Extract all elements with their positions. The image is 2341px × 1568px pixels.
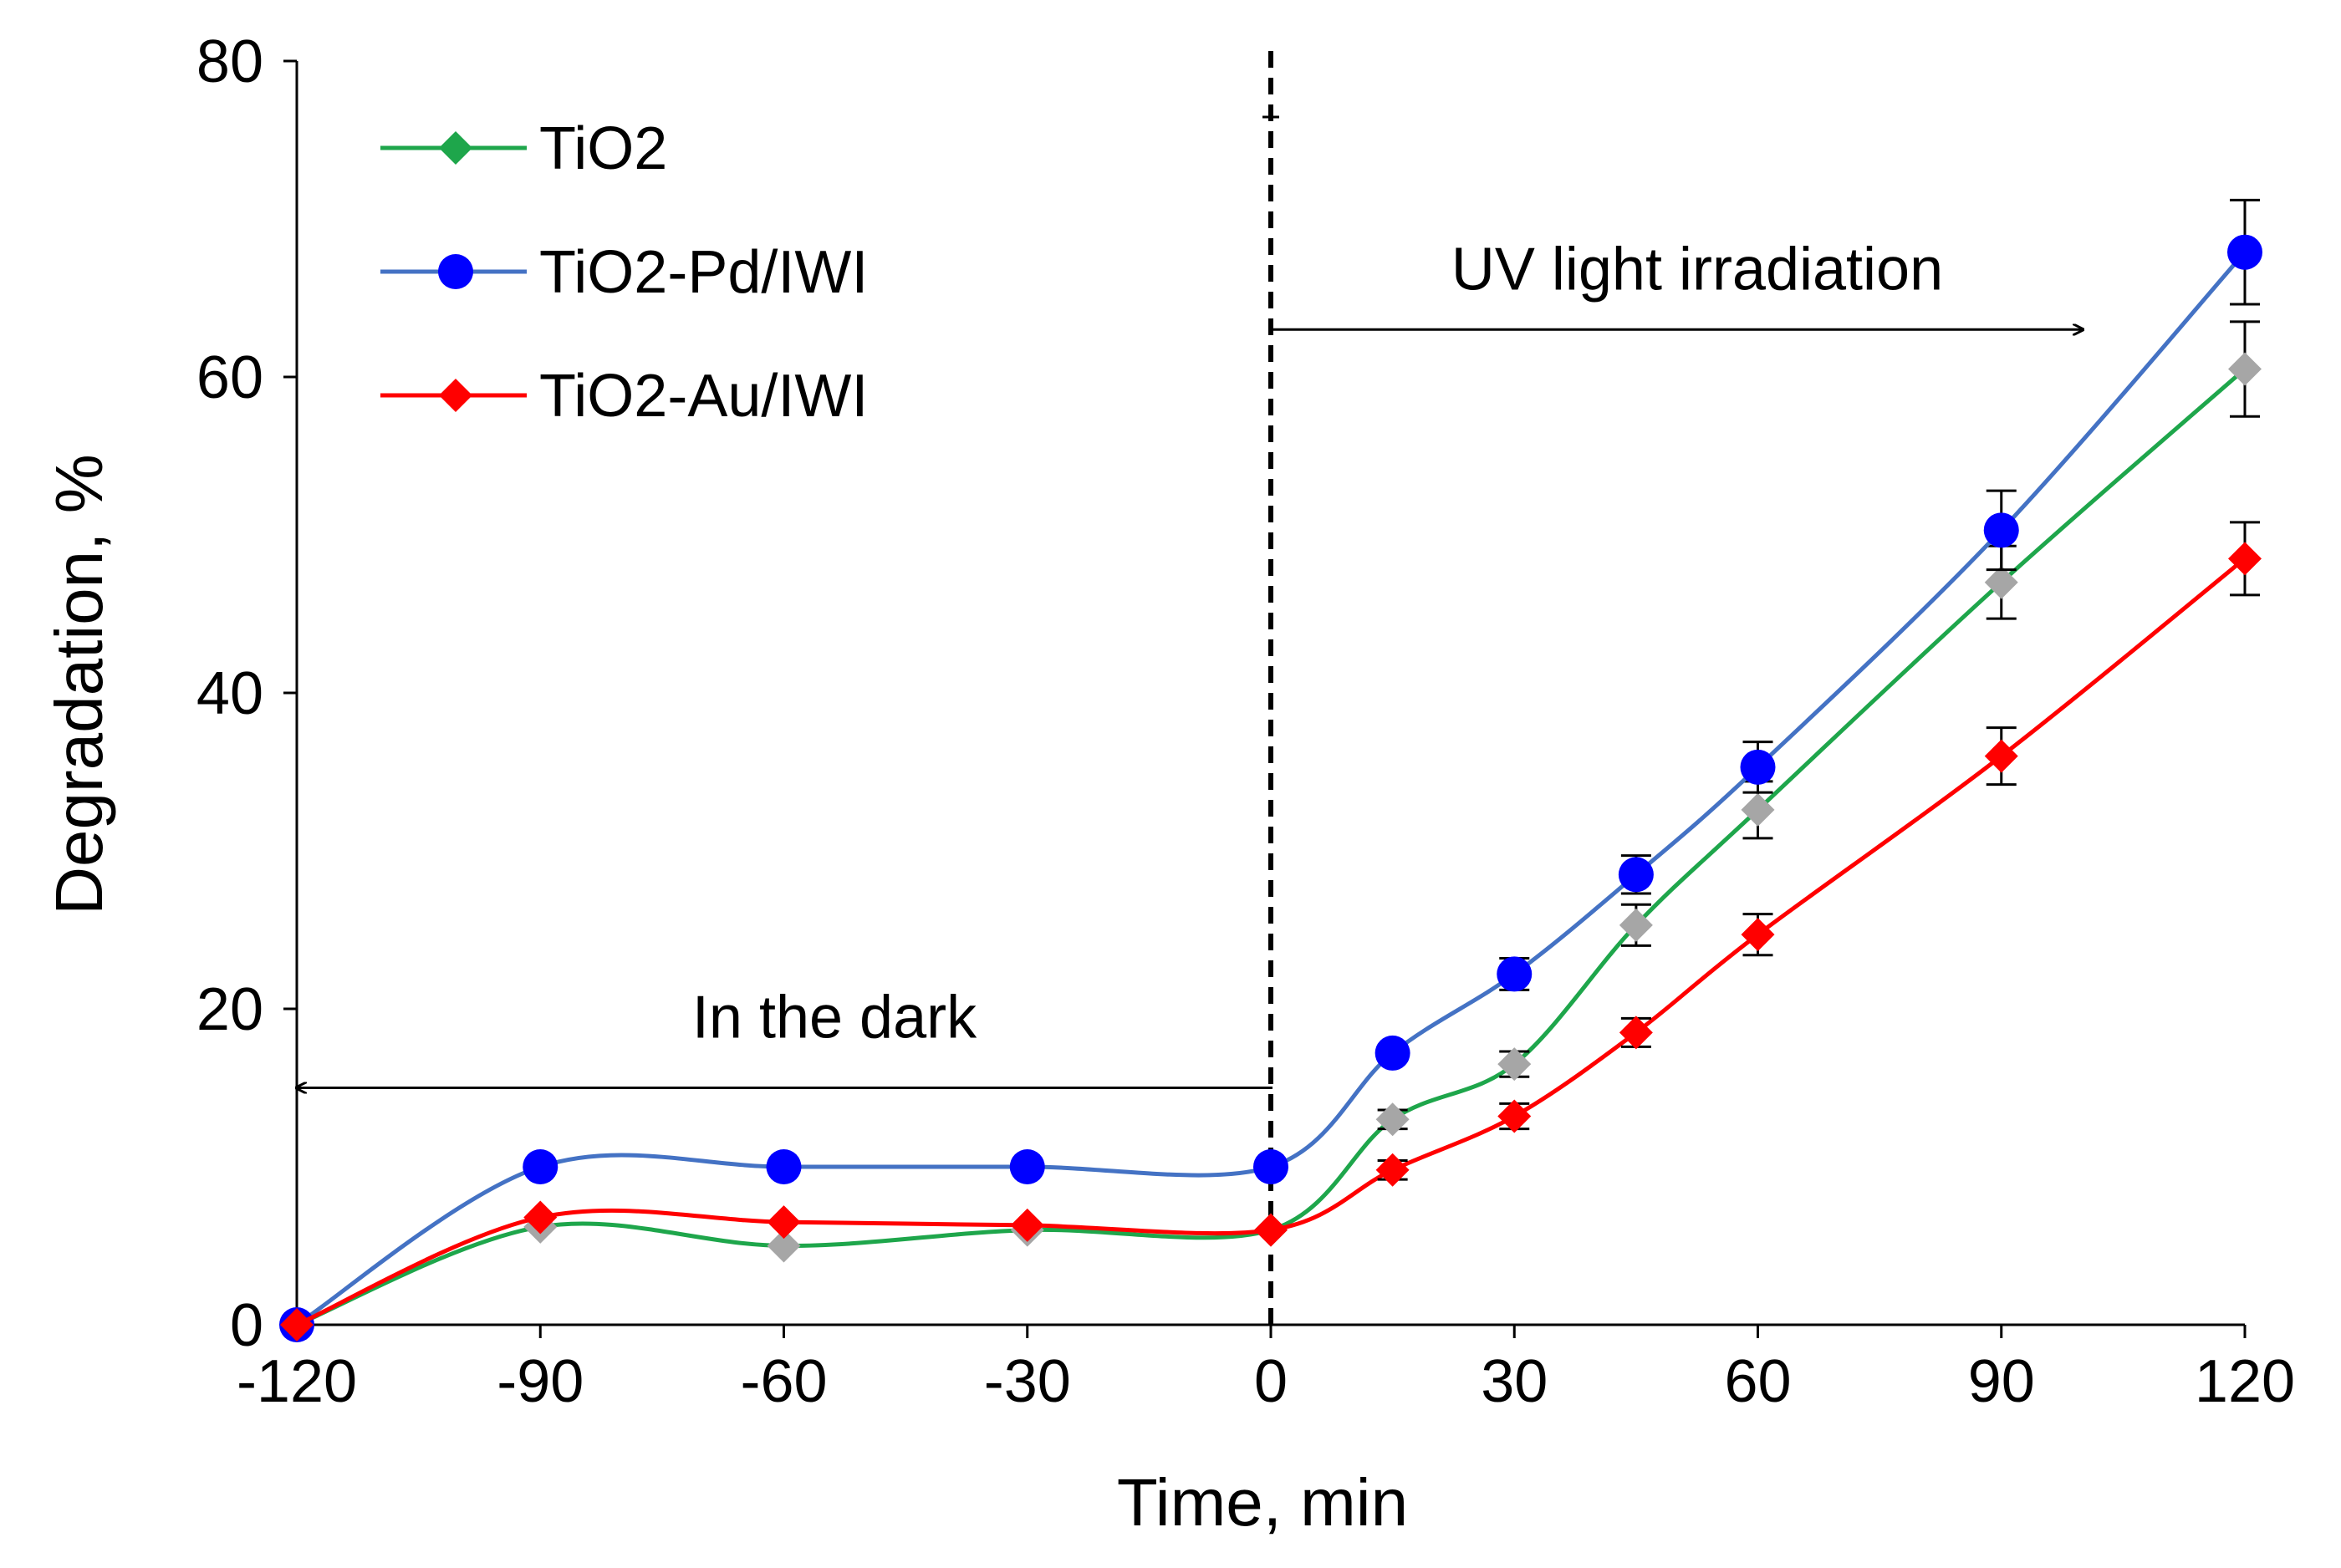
data-point <box>1497 1047 1532 1082</box>
x-tick-label: -30 <box>984 1348 1071 1415</box>
data-point <box>1740 749 1776 785</box>
data-point <box>2227 234 2262 270</box>
x-tick-label: -60 <box>740 1348 827 1415</box>
data-point <box>1983 512 2019 548</box>
data-point <box>1010 1208 1044 1242</box>
data-point <box>1619 908 1653 942</box>
annotation-label: UV light irradiation <box>1451 236 1943 303</box>
y-axis-title: Degradation, % <box>42 454 116 914</box>
series-line-tio2-au-iwi <box>295 557 2247 1327</box>
data-point <box>2228 352 2262 386</box>
data-point <box>1984 565 2018 599</box>
data-point <box>523 1200 558 1235</box>
legend-item-tio2-au-iwi: TiO2-Au/IWI <box>380 363 868 430</box>
x-tick-label: 0 <box>1254 1348 1288 1415</box>
x-tick-label: -90 <box>497 1348 584 1415</box>
data-point <box>1497 956 1533 992</box>
data-point <box>2228 542 2262 576</box>
x-axis-title: Time, min <box>1117 1465 1408 1540</box>
x-tick-label: -120 <box>237 1348 357 1415</box>
data-point <box>1497 1099 1532 1133</box>
data-point <box>767 1229 801 1263</box>
legend-item-tio2-pd-iwi: TiO2-Pd/IWI <box>380 239 868 306</box>
data-point <box>523 1149 558 1184</box>
data-point <box>280 1308 314 1341</box>
data-point <box>1254 1213 1288 1247</box>
x-tick-label: 60 <box>1724 1348 1791 1415</box>
series-tio2-au-iwi <box>280 521 2262 1341</box>
y-tick-label: 0 <box>230 1292 263 1359</box>
data-point <box>766 1149 802 1184</box>
x-tick-label: 120 <box>2195 1348 2295 1415</box>
y-tick-label: 60 <box>196 344 263 411</box>
data-point <box>1375 1102 1410 1137</box>
x-tick-label: 90 <box>1968 1348 2035 1415</box>
annotation-label: In the dark <box>692 985 977 1051</box>
legend-marker <box>439 131 472 165</box>
data-point <box>1009 1149 1045 1184</box>
series-tio2-pd-iwi <box>279 198 2262 1342</box>
legend-label: TiO2 <box>539 115 667 182</box>
legend-item-tio2: TiO2 <box>380 115 667 182</box>
legend-marker <box>438 254 473 289</box>
data-point <box>1741 918 1775 952</box>
legend-label: TiO2-Pd/IWI <box>539 239 868 306</box>
y-tick-label: 20 <box>196 976 263 1043</box>
x-tick-label: 30 <box>1481 1348 1548 1415</box>
data-point <box>1741 792 1775 827</box>
legend-marker <box>439 379 472 412</box>
data-point <box>1618 857 1654 893</box>
legend-label: TiO2-Au/IWI <box>539 363 868 430</box>
y-tick-label: 80 <box>196 28 263 95</box>
data-point <box>1375 1035 1410 1071</box>
y-tick-label: 40 <box>196 660 263 727</box>
data-point <box>767 1205 801 1240</box>
data-point <box>1375 1153 1410 1187</box>
data-point <box>1619 1016 1653 1050</box>
data-point <box>1253 1149 1288 1184</box>
data-point <box>1984 739 2018 773</box>
